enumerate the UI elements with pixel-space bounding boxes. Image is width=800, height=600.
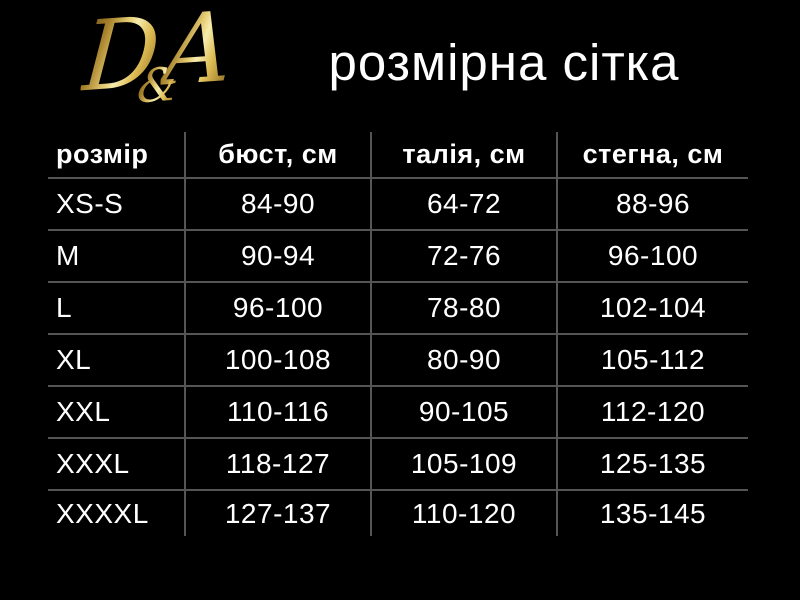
cell-hips: 102-104 [599, 292, 707, 323]
cell-waist: 105-109 [371, 438, 558, 490]
cell-hips: 105-112 [600, 344, 706, 375]
cell-waist: 80-90 [371, 334, 558, 386]
cell-size: XXL [48, 386, 186, 438]
cell-hips: 88-96 [615, 188, 691, 219]
brand-logo: D&A [78, 0, 236, 124]
cell-bust: 110-116 [185, 386, 372, 438]
cell-bust: 118-127 [185, 438, 372, 490]
table-row: XXL 110-116 90-105 112-120 [48, 386, 748, 438]
cell-waist: 72-76 [371, 230, 558, 282]
column-header-size: розмір [48, 132, 186, 178]
cell-hips: 125-135 [599, 448, 707, 479]
cell-size: XL [48, 334, 186, 386]
cell-waist: 90-105 [371, 386, 558, 438]
cell-bust: 96-100 [185, 282, 372, 334]
page-title: розмірна сітка [328, 34, 680, 91]
column-header-bust: бюст, см [185, 132, 372, 178]
table-row: XXXL 118-127 105-109 125-135 [48, 438, 748, 490]
cell-waist: 78-80 [371, 282, 558, 334]
table-row: XXXXL 127-137 110-120 135-145 [48, 490, 748, 536]
cell-bust: 84-90 [185, 178, 372, 230]
cell-hips: 112-120 [600, 396, 706, 427]
cell-waist: 110-120 [371, 490, 558, 536]
cell-bust: 127-137 [185, 490, 372, 536]
table-header-row: розмір бюст, см талія, см стегна, см [48, 132, 748, 178]
cell-bust: 100-108 [185, 334, 372, 386]
column-header-waist: талія, см [371, 132, 558, 178]
cell-size: XXXL [48, 438, 186, 490]
cell-size: M [48, 230, 186, 282]
cell-size: XXXXL [48, 490, 186, 536]
logo-ampersand: & [135, 56, 181, 114]
cell-hips: 135-145 [599, 497, 707, 529]
table-row: L 96-100 78-80 102-104 [48, 282, 748, 334]
cell-bust: 90-94 [185, 230, 372, 282]
table-row: M 90-94 72-76 96-100 [48, 230, 748, 282]
cell-waist: 64-72 [371, 178, 558, 230]
column-header-hips: стегна, см [582, 139, 724, 169]
cell-hips: 96-100 [607, 240, 699, 271]
table-row: XS-S 84-90 64-72 88-96 [48, 178, 748, 230]
size-table: розмір бюст, см талія, см стегна, см XS-… [48, 132, 748, 536]
table-row: XL 100-108 80-90 105-112 [48, 334, 748, 386]
cell-size: L [48, 282, 186, 334]
cell-size: XS-S [48, 178, 186, 230]
